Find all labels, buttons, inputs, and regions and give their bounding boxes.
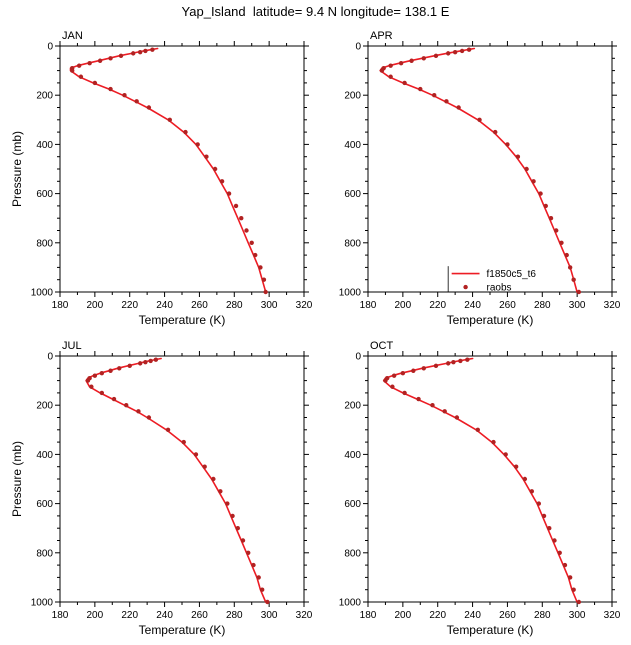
legend-label-obs: raobs	[487, 283, 512, 294]
axis-text: 800	[344, 238, 361, 249]
x-axis-title: Temperature (K)	[447, 313, 534, 327]
model-line	[85, 357, 267, 603]
axis-labels: 180 200 220 240 260 280 300 320 0 200 400 600 800 100…	[339, 340, 621, 637]
axes	[55, 351, 309, 607]
axis-text: 180	[360, 610, 377, 621]
axis-text: 240	[156, 610, 173, 621]
axis-text: 300	[569, 610, 586, 621]
axes	[363, 351, 617, 607]
axis-text: 600	[344, 499, 361, 510]
axis-text: 200	[36, 91, 53, 102]
axis-text: 300	[569, 300, 586, 311]
axis-text: 320	[604, 300, 621, 311]
legend-label-model: f1850c5_t6	[487, 269, 537, 280]
axis-text: 400	[36, 140, 53, 151]
x-axis-title: Temperature (K)	[139, 623, 226, 637]
axis-text: 800	[344, 548, 361, 559]
axis-text: 200	[36, 401, 53, 412]
axis-text: 220	[121, 300, 138, 311]
y-axis-title: Pressure (mb)	[10, 441, 24, 517]
axis-text: 400	[344, 450, 361, 461]
axis-text: 0	[355, 352, 361, 363]
axis-text: 600	[344, 189, 361, 200]
panel-svg-apr: 180 200 220 240 260 280 300 320 0 200 400 600 800 100…	[339, 30, 621, 327]
axis-text: 320	[604, 610, 621, 621]
axes	[55, 41, 309, 297]
figure-title: Yap_Island latitude= 9.4 N longitude= 13…	[181, 4, 450, 19]
chart-grid: 180 200 220 240 260 280 300 320 0 200 400 600 800 100…	[8, 20, 631, 640]
axis-text: 280	[226, 300, 243, 311]
axis-text: 0	[47, 352, 53, 363]
axis-text: 200	[344, 401, 361, 412]
panel-jul: 180 200 220 240 260 280 300 320 0 200 400 600 800 100…	[8, 330, 316, 640]
axis-labels: 180 200 220 240 260 280 300 320 0 200 400 600 800 100…	[339, 30, 621, 327]
axis-text: 0	[355, 42, 361, 53]
axis-text: 600	[36, 499, 53, 510]
axis-text: 1000	[339, 598, 362, 609]
axis-text: 800	[36, 238, 53, 249]
axis-text: 800	[36, 548, 53, 559]
axis-text: 280	[534, 610, 551, 621]
axis-text: 260	[499, 300, 516, 311]
panel-jan: 180 200 220 240 260 280 300 320 0 200 400 600 800 100…	[8, 20, 316, 330]
panel-apr: 180 200 220 240 260 280 300 320 0 200 400 600 800 100…	[316, 20, 624, 330]
panel-label: JAN	[62, 30, 83, 42]
axis-text: 220	[121, 610, 138, 621]
axis-text: 260	[499, 610, 516, 621]
axis-text: 180	[52, 610, 69, 621]
panel-svg-oct: 180 200 220 240 260 280 300 320 0 200 400 600 800 100…	[339, 340, 621, 637]
axis-labels: 180 200 220 240 260 280 300 320 0 200 400 600 800 100…	[10, 30, 313, 327]
axis-text: 320	[296, 300, 313, 311]
model-line	[379, 47, 578, 293]
obs-points	[85, 357, 270, 605]
model-line	[69, 47, 267, 293]
axis-text: 240	[464, 610, 481, 621]
axis-text: 300	[261, 300, 278, 311]
x-axis-title: Temperature (K)	[139, 313, 226, 327]
model-line	[382, 357, 578, 603]
panel-oct: 180 200 220 240 260 280 300 320 0 200 400 600 800 100…	[316, 330, 624, 640]
axis-text: 1000	[31, 598, 54, 609]
panel-label: JUL	[62, 340, 82, 352]
x-axis-title: Temperature (K)	[447, 623, 534, 637]
axis-text: 200	[344, 91, 361, 102]
obs-points	[379, 47, 582, 295]
panel-svg-jan: 180 200 220 240 260 280 300 320 0 200 400 600 800 100…	[10, 30, 313, 327]
axis-text: 200	[87, 610, 104, 621]
axis-text: 0	[47, 42, 53, 53]
axis-text: 180	[360, 300, 377, 311]
axis-text: 260	[191, 300, 208, 311]
axis-text: 400	[36, 450, 53, 461]
axes	[363, 41, 617, 297]
panel-svg-jul: 180 200 220 240 260 280 300 320 0 200 400 600 800 100…	[10, 340, 313, 637]
axis-text: 220	[429, 610, 446, 621]
axis-text: 300	[261, 610, 278, 621]
axis-text: 260	[191, 610, 208, 621]
axis-text: 280	[226, 610, 243, 621]
panel-label: OCT	[370, 340, 394, 352]
y-axis-title: Pressure (mb)	[10, 131, 24, 207]
axis-labels: 180 200 220 240 260 280 300 320 0 200 400 600 800 100…	[10, 340, 313, 637]
axis-text: 200	[395, 300, 412, 311]
obs-points	[70, 47, 268, 295]
axis-text: 600	[36, 189, 53, 200]
axis-text: 320	[296, 610, 313, 621]
axis-text: 1000	[31, 288, 54, 299]
axis-text: 200	[395, 610, 412, 621]
axis-text: 200	[87, 300, 104, 311]
obs-points	[383, 357, 582, 605]
axis-text: 240	[156, 300, 173, 311]
axis-text: 220	[429, 300, 446, 311]
axis-text: 240	[464, 300, 481, 311]
axis-text: 280	[534, 300, 551, 311]
axis-text: 400	[344, 140, 361, 151]
axis-text: 1000	[339, 288, 362, 299]
panel-label: APR	[370, 30, 393, 42]
axis-text: 180	[52, 300, 69, 311]
